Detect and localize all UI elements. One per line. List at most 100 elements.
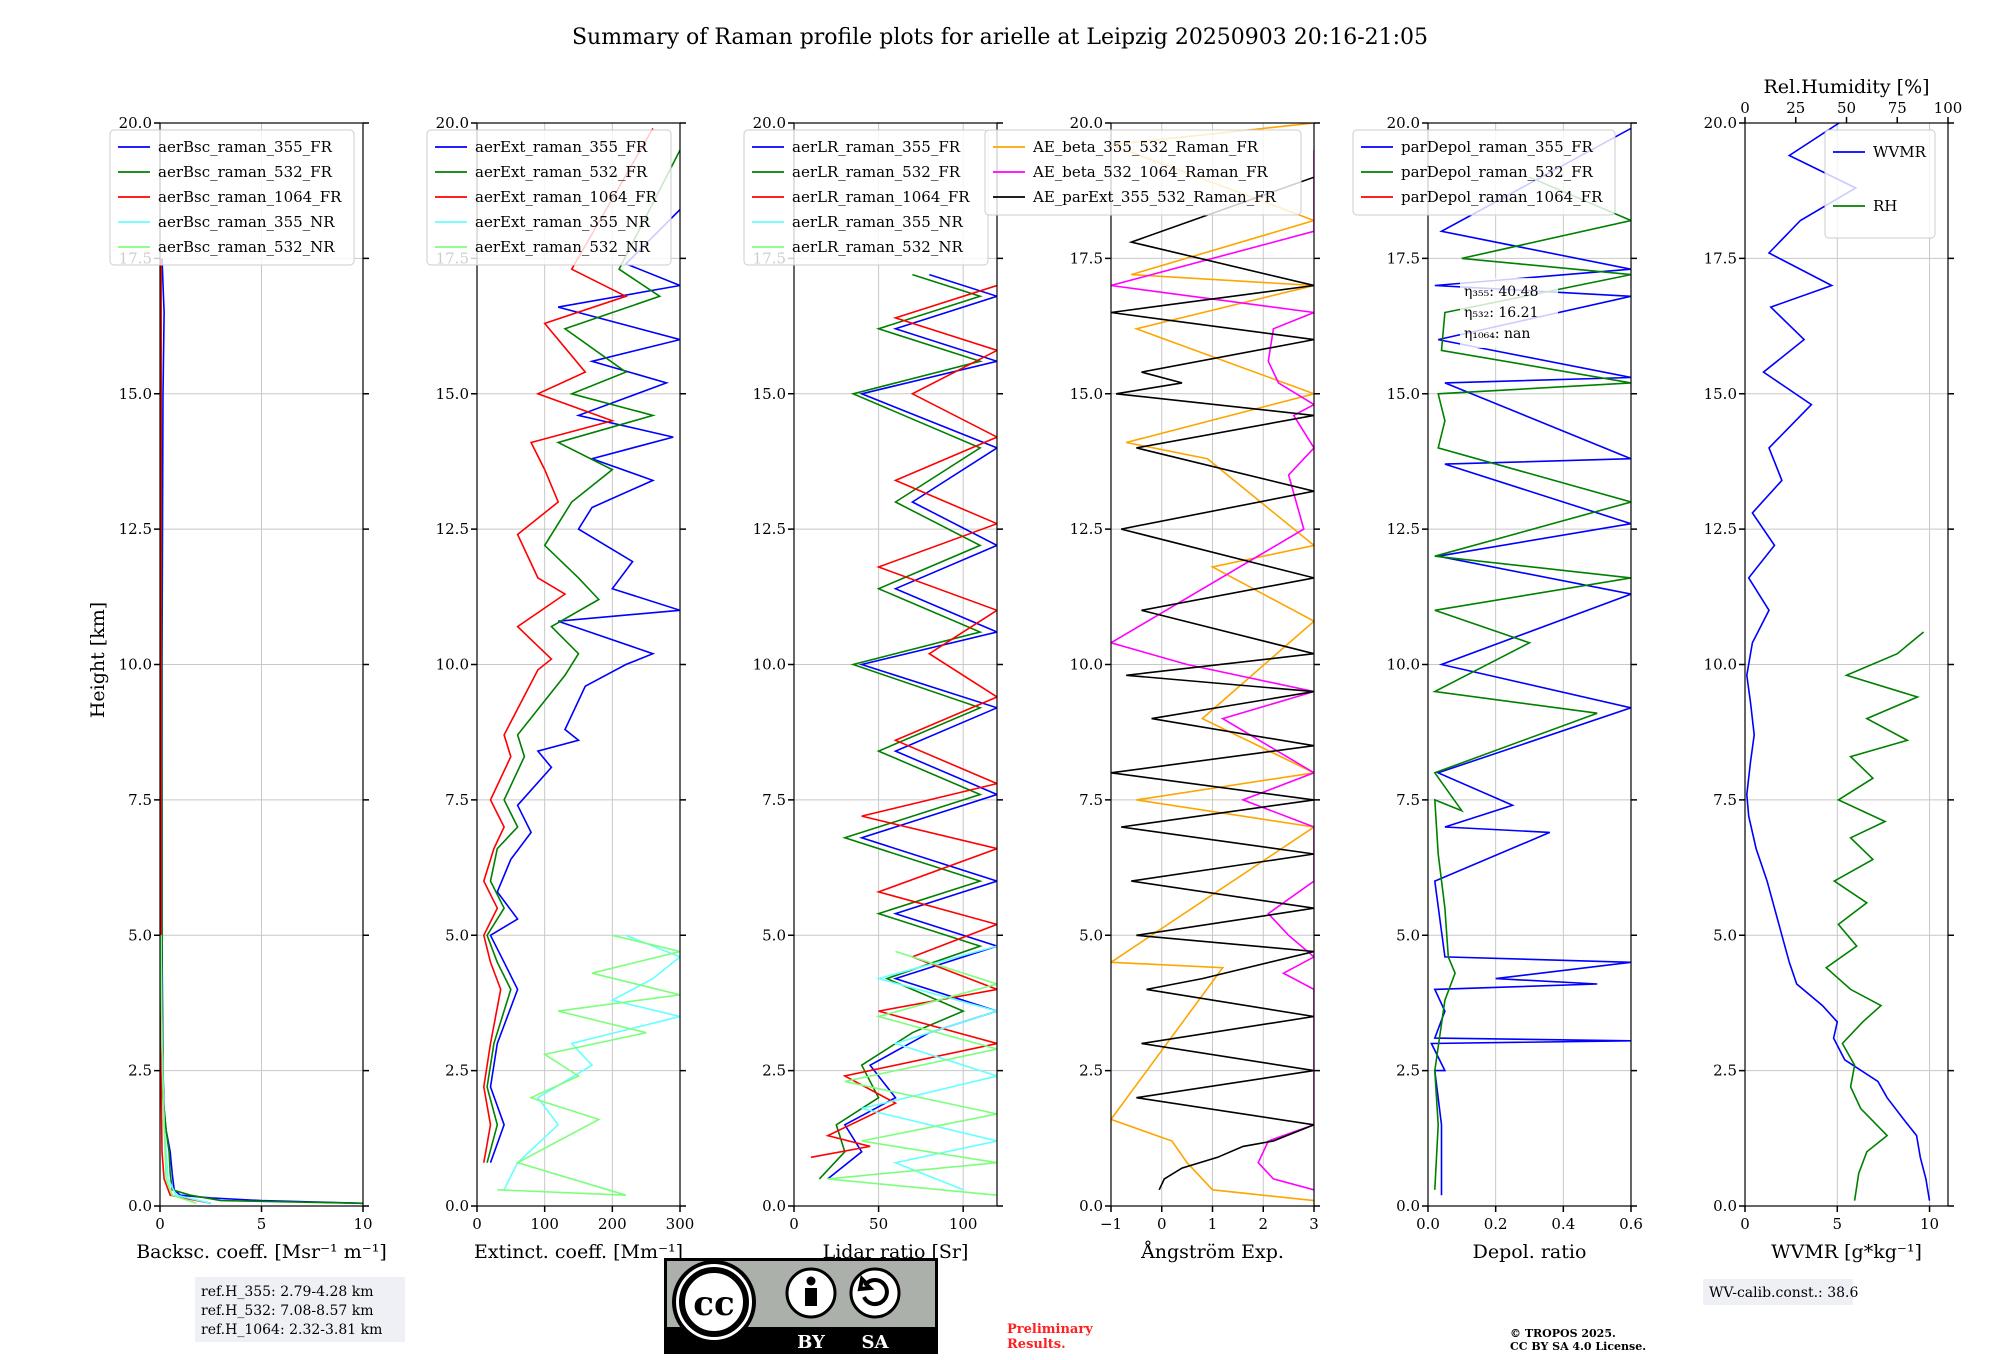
legend: aerExt_raman_355_FR aerExt_raman_532_FRae…: [426, 129, 672, 266]
y-tick-label: 2.5: [1396, 1062, 1420, 1080]
legend-box: [1352, 129, 1616, 216]
y-tick-label: 5.0: [1396, 926, 1420, 944]
legend: aerLR_raman_355_FR aerLR_raman_532_FR aerL…: [743, 129, 989, 266]
figure-title: Summary of Raman profile plots for ariel…: [572, 25, 1428, 50]
by-person-head: [806, 1276, 816, 1286]
legend-label: parDepol_raman_1064_FR: [1401, 188, 1603, 206]
y-tick-label: 20.0: [1070, 114, 1103, 132]
y-tick-label: 10.0: [436, 656, 469, 674]
y-tick-label: 10.0: [1704, 656, 1737, 674]
x-axis-label: Extinct. coeff. [Mm⁻¹]: [474, 1241, 683, 1263]
y-tick-label: 12.5: [1387, 520, 1420, 538]
y-tick-label: 2.5: [762, 1062, 786, 1080]
x-tick-label: 10: [1920, 1215, 1939, 1233]
legend-label: RH: [1873, 197, 1897, 215]
legend-label: parDepol_raman_532_FR: [1401, 163, 1594, 181]
depol-annotation-box: [1460, 278, 1558, 348]
y-tick-label: 2.5: [128, 1062, 152, 1080]
y-tick-label: 12.5: [119, 520, 152, 538]
x-tick-label: 50: [869, 1215, 888, 1233]
panel-6: 0.02.55.07.510.012.515.017.520.00 5 10WVMR…: [1703, 76, 1962, 1305]
legend-label: aerExt_raman_532_FR: [475, 163, 648, 181]
legend-label: aerLR_raman_355_NR: [792, 213, 963, 231]
y-tick-label: 0.0: [762, 1197, 786, 1215]
y-tick-label: 7.5: [1396, 791, 1420, 809]
y-tick-label: 7.5: [762, 791, 786, 809]
legend-label: aerExt_raman_1064_FR: [475, 188, 657, 206]
legend-label: aerLR_raman_532_FR: [792, 163, 961, 181]
x-tick-label: 3: [1309, 1215, 1319, 1233]
x-tick-label: 5: [257, 1215, 267, 1233]
copyright-line: © TROPOS 2025.: [1510, 1327, 1616, 1340]
license-line: CC BY SA 4.0 License.: [1510, 1340, 1646, 1353]
x-tick-label: 0.0: [1416, 1215, 1440, 1233]
series-line-aerExt_raman_355_FR: [489, 209, 680, 1163]
y-tick-label: 7.5: [445, 791, 469, 809]
x-tick-label: 0: [789, 1215, 799, 1233]
y-tick-label: 5.0: [1079, 926, 1103, 944]
ref-height-1064: ref.H_1064: 2.32-3.81 km: [201, 1322, 382, 1338]
series-line-parDepol_raman_355_FR: [1430, 127, 1631, 1196]
x-axis-label: Lidar ratio [Sr]: [823, 1241, 969, 1263]
series-line-aerLR_raman_532_NR: [827, 950, 997, 1196]
cc-license-badge: cc BY SA: [664, 1258, 938, 1354]
legend-label: WVMR: [1873, 143, 1927, 161]
series-line-AE_beta_532_1064_Raman_FR: [1111, 150, 1314, 1191]
y-tick-label: 12.5: [1704, 520, 1737, 538]
series-line-WVMR: [1745, 123, 1931, 1201]
y-tick-label: 0.0: [445, 1197, 469, 1215]
y-tick-label: 15.0: [1387, 385, 1420, 403]
legend-label: aerLR_raman_1064_FR: [792, 188, 970, 206]
x-tick-label: 0.6: [1619, 1215, 1643, 1233]
y-tick-label: 2.5: [445, 1062, 469, 1080]
ref-height-355: ref.H_355: 2.79-4.28 km: [201, 1284, 374, 1300]
top-x-tick-label: 75: [1888, 99, 1907, 117]
legend-label: aerBsc_raman_1064_FR: [158, 188, 342, 206]
series-line-aerLR_raman_355_NR: [861, 945, 997, 1191]
legend-box: [1824, 129, 1936, 239]
y-tick-label: 10.0: [119, 656, 152, 674]
top-x-axis-label: Rel.Humidity [%]: [1763, 76, 1929, 98]
legend-label: aerLR_raman_355_FR: [792, 138, 961, 156]
depol-annotation-line: η₁₀₆₄: nan: [1464, 326, 1530, 342]
y-tick-label: 0.0: [1396, 1197, 1420, 1215]
series-line-parDepol_raman_532_FR: [1432, 176, 1631, 1190]
x-tick-label: 0: [155, 1215, 165, 1233]
preliminary-label: Preliminary: [1007, 1322, 1093, 1337]
y-tick-label: 2.5: [1713, 1062, 1737, 1080]
series-group: [810, 273, 997, 1196]
wv-calib-box: [1703, 1279, 1853, 1305]
x-tick-label: 100: [530, 1215, 559, 1233]
y-tick-label: 12.5: [1070, 520, 1103, 538]
legend-label: AE_beta_532_1064_Raman_FR: [1032, 163, 1268, 181]
ref-heights-box: ref.H_355: 2.79-4.28 km ref.H_532: 7.08-…: [195, 1277, 405, 1342]
series-line-aerLR_raman_355_FR: [827, 273, 997, 1180]
legend-box: [426, 129, 672, 266]
series-group: [1430, 127, 1631, 1196]
top-x-tick-label: 25: [1786, 99, 1805, 117]
legend-label: AE_beta_355_532_Raman_FR: [1032, 138, 1259, 156]
sa-share-alike-icon: [849, 1267, 901, 1319]
legend-label: aerExt_raman_532_NR: [475, 238, 651, 256]
panel-4: 0.0 2.5 5.0 7.5 10.0 12.5 15.0 17.5 20.0 −1 0 1 2 3 Ån…: [984, 114, 1320, 1263]
legend-label: aerBsc_raman_355_FR: [158, 138, 333, 156]
y-tick-label: 12.5: [753, 520, 786, 538]
top-x-tick-label: 100: [1934, 99, 1963, 117]
y-tick-label: 15.0: [119, 385, 152, 403]
series-group: [160, 258, 363, 1205]
panels: 0.02.55.07.510.012.515.017.520.00510Back…: [109, 76, 1962, 1305]
ref-height-532: ref.H_532: 7.08-8.57 km: [201, 1303, 374, 1319]
series-line-aerLR_raman_532_FR: [818, 273, 983, 1180]
panel-1: 0.02.55.07.510.012.515.017.520.00510Back…: [109, 114, 387, 1263]
legend-label: aerBsc_raman_532_FR: [158, 163, 333, 181]
y-tick-label: 17.5: [1704, 249, 1737, 267]
series-line-aerBsc_raman_532_NR: [160, 935, 197, 1205]
by-badge-label: BY: [797, 1332, 826, 1353]
legend-label: aerExt_raman_355_NR: [475, 213, 651, 231]
y-tick-label: 0.0: [1713, 1197, 1737, 1215]
legend-label: aerBsc_raman_532_NR: [158, 238, 335, 256]
y-tick-label: 15.0: [1070, 385, 1103, 403]
y-tick-label: 5.0: [762, 926, 786, 944]
y-tick-label: 5.0: [1713, 926, 1737, 944]
